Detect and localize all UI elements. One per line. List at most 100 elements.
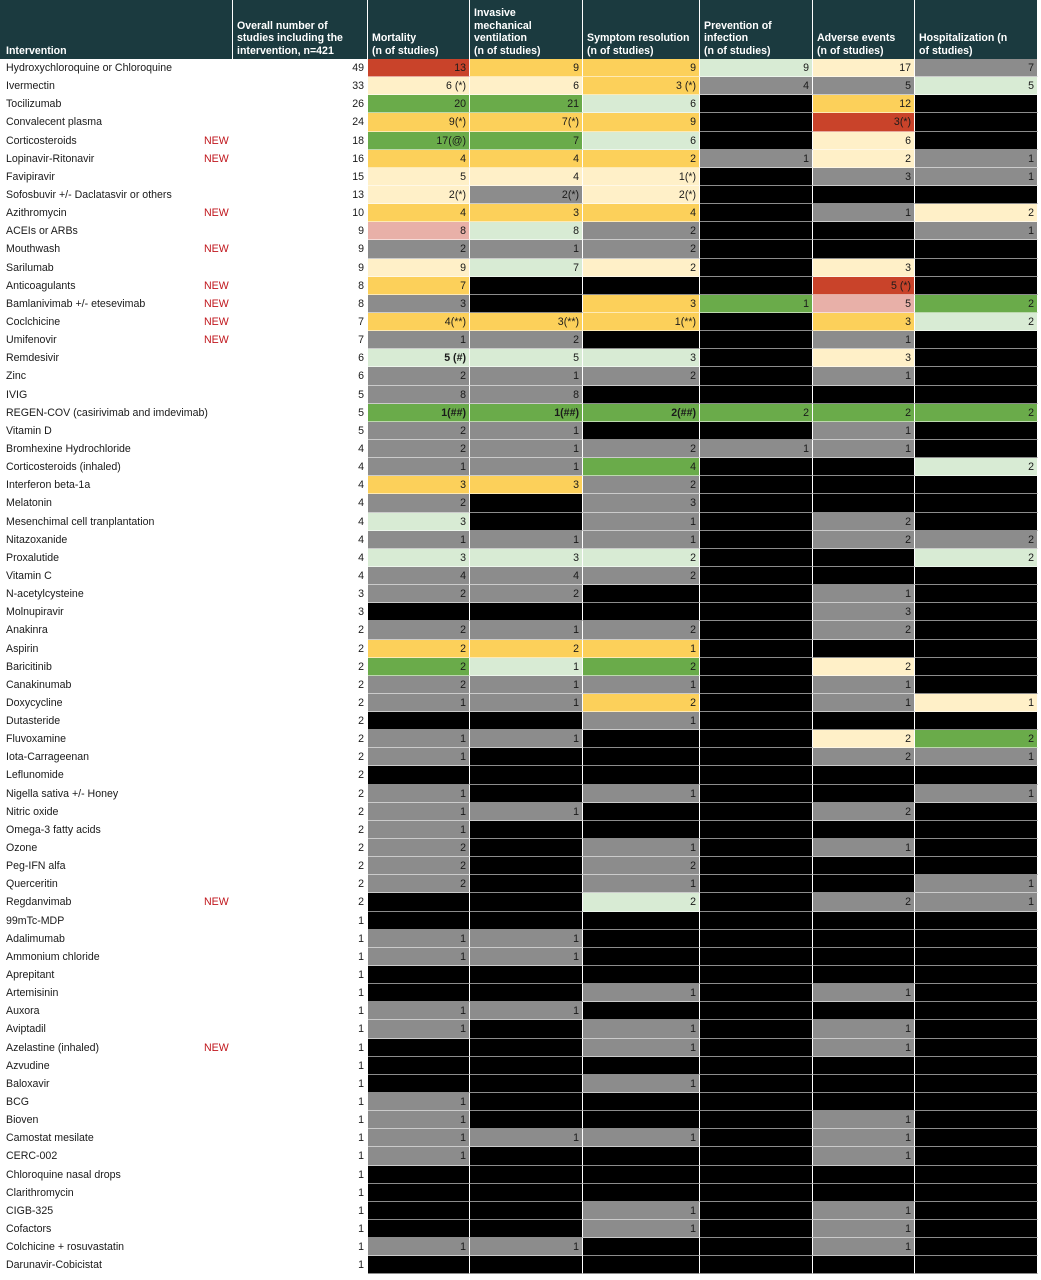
symptom-resolution-cell xyxy=(583,1002,700,1021)
table-row: Omega-3 fatty acids 2 1 xyxy=(0,820,1041,840)
hospitalization-cell: 1 xyxy=(915,149,1038,168)
mortality-cell: 1(##) xyxy=(368,403,470,422)
symptom-resolution-cell xyxy=(583,748,700,767)
mortality-cell: 9 xyxy=(368,258,470,277)
intervention-name: Adalimumab xyxy=(6,932,65,945)
hospitalization-cell xyxy=(915,802,1038,821)
prevention-cell xyxy=(700,113,813,132)
mortality-cell: 2 xyxy=(368,421,470,440)
hospitalization-cell xyxy=(915,1183,1038,1202)
mortality-cell xyxy=(368,1201,470,1220)
intervention-name: IVIG xyxy=(6,388,28,401)
prevention-cell xyxy=(700,312,813,332)
header-hospitalization: Hospitalization (n of studies) xyxy=(915,0,1038,59)
table-header: Intervention Overall number of studies i… xyxy=(0,0,1041,59)
prevention-cell xyxy=(700,911,813,930)
prevention-cell xyxy=(700,367,813,386)
adverse-events-cell xyxy=(813,1074,915,1094)
overall-count: 2 xyxy=(358,715,364,728)
imv-cell xyxy=(470,1038,583,1057)
adverse-events-cell: 1 xyxy=(813,1020,915,1039)
table-row: Convalecent plasma 24 9(*) 7(*) 9 3(*) xyxy=(0,113,1041,132)
table-row: CERC-002 1 1 1 xyxy=(0,1147,1041,1166)
imv-cell: 3 xyxy=(470,476,583,495)
symptom-resolution-cell: 1 xyxy=(583,1020,700,1039)
symptom-resolution-cell: 9 xyxy=(583,59,700,78)
hospitalization-cell xyxy=(915,131,1038,150)
adverse-events-cell: 3 xyxy=(813,349,915,368)
mortality-cell: 1 xyxy=(368,947,470,967)
hospitalization-cell: 1 xyxy=(915,222,1038,241)
overall-count: 4 xyxy=(358,497,364,510)
imv-cell: 1 xyxy=(470,730,583,749)
mortality-cell: 17(@) xyxy=(368,131,470,150)
hospitalization-cell xyxy=(915,839,1038,858)
imv-cell: 7 xyxy=(470,131,583,150)
imv-cell: 1 xyxy=(470,802,583,821)
table-row: Ammonium chloride 1 1 1 xyxy=(0,947,1041,967)
overall-count: 6 xyxy=(358,370,364,383)
mortality-cell: 1 xyxy=(368,929,470,948)
table-row: Regdanvimab NEW 2 2 2 1 xyxy=(0,893,1041,912)
hospitalization-cell xyxy=(915,367,1038,386)
mortality-cell xyxy=(368,966,470,985)
prevention-cell xyxy=(700,784,813,803)
adverse-events-cell: 2 xyxy=(813,748,915,767)
mortality-cell: 1 xyxy=(368,458,470,477)
intervention-name: Nitric oxide xyxy=(6,805,59,818)
header-invasive-mechanical-ventilation: Invasive mechanical ventilation (n of st… xyxy=(470,0,583,59)
overall-count: 1 xyxy=(358,1204,364,1217)
intervention-name: Omega-3 fatty acids xyxy=(6,823,101,836)
mortality-cell: 3 xyxy=(368,294,470,313)
mortality-cell: 2 xyxy=(368,839,470,858)
mortality-cell: 2(*) xyxy=(368,185,470,205)
prevention-cell xyxy=(700,1147,813,1166)
prevention-cell xyxy=(700,766,813,785)
prevention-cell: 9 xyxy=(700,59,813,78)
intervention-name: Convalecent plasma xyxy=(6,116,102,129)
hospitalization-cell: 2 xyxy=(915,548,1038,567)
symptom-resolution-cell: 2 xyxy=(583,149,700,168)
hospitalization-cell xyxy=(915,421,1038,440)
symptom-resolution-cell: 3 xyxy=(583,349,700,368)
symptom-resolution-cell xyxy=(583,1056,700,1075)
imv-cell xyxy=(470,276,583,295)
intervention-name: Doxycycline xyxy=(6,696,63,709)
table-row: Camostat mesilate 1 1 1 1 1 xyxy=(0,1129,1041,1148)
table-row: Coclchicine NEW 7 4(**) 3(**) 1(**) 3 2 xyxy=(0,312,1041,332)
mortality-cell: 4 xyxy=(368,149,470,168)
symptom-resolution-cell xyxy=(583,820,700,840)
adverse-events-cell: 1 xyxy=(813,1038,915,1057)
adverse-events-cell: 2 xyxy=(813,893,915,912)
intervention-name: Regdanvimab xyxy=(6,896,72,909)
prevention-cell xyxy=(700,1093,813,1112)
intervention-name: Tocilizumab xyxy=(6,98,62,111)
table-row: IVIG 5 8 8 xyxy=(0,385,1041,404)
prevention-cell xyxy=(700,1111,813,1130)
adverse-events-cell xyxy=(813,639,915,658)
intervention-name: Ammonium chloride xyxy=(6,950,100,963)
imv-cell xyxy=(470,784,583,803)
intervention-name: Bamlanivimab +/- etesevimab xyxy=(6,297,146,310)
hospitalization-cell xyxy=(915,1147,1038,1166)
prevention-cell xyxy=(700,421,813,440)
hospitalization-cell xyxy=(915,1002,1038,1021)
intervention-name: Aspirin xyxy=(6,642,39,655)
table-row: 99mTc-MDP 1 xyxy=(0,911,1041,930)
adverse-events-cell: 2 xyxy=(813,149,915,168)
overall-count: 4 xyxy=(358,461,364,474)
table-row: BCG 1 1 xyxy=(0,1093,1041,1112)
prevention-cell: 1 xyxy=(700,294,813,313)
adverse-events-cell: 1 xyxy=(813,1238,915,1257)
intervention-name: Dutasteride xyxy=(6,715,61,728)
header-mortality: Mortality (n of studies) xyxy=(368,0,470,59)
hospitalization-cell xyxy=(915,857,1038,876)
intervention-name: CIGB-325 xyxy=(6,1204,54,1217)
prevention-cell xyxy=(700,548,813,567)
intervention-name: Aviptadil xyxy=(6,1023,46,1036)
new-badge: NEW xyxy=(204,279,229,292)
header-intervention: Intervention xyxy=(0,0,233,59)
table-row: Mesenchimal cell tranplantation 4 3 1 2 xyxy=(0,512,1041,531)
prevention-cell xyxy=(700,693,813,713)
intervention-name: Chloroquine nasal drops xyxy=(6,1168,121,1181)
